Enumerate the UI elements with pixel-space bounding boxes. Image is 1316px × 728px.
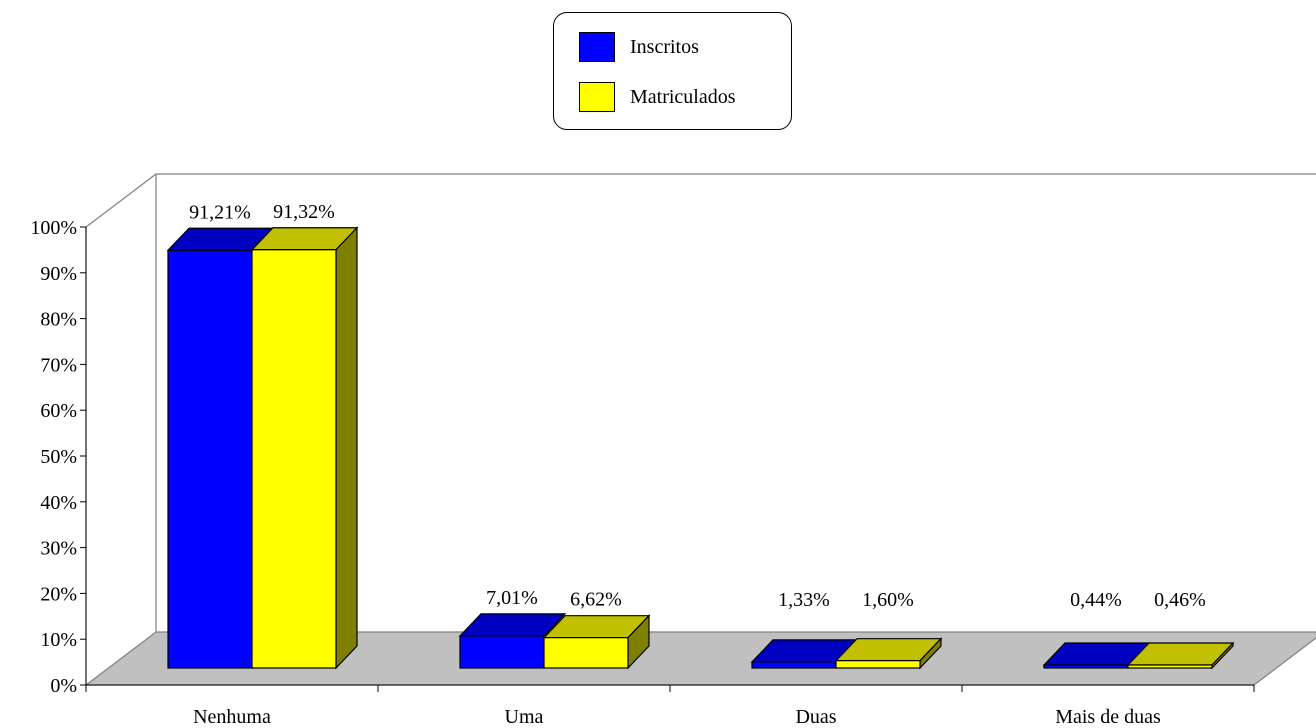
- data-label-matriculados: 6,62%: [570, 589, 622, 611]
- y-tick-label: 70%: [40, 354, 77, 376]
- data-label-matriculados: 1,60%: [862, 589, 914, 611]
- bar-matriculados: [1127, 664, 1213, 669]
- legend-item-matriculados: Matriculados: [579, 82, 736, 112]
- y-tick-label: 20%: [40, 583, 77, 605]
- bar-matriculados: [543, 637, 629, 669]
- legend-swatch-inscritos: [579, 32, 615, 62]
- y-tick-label: 100%: [30, 217, 77, 239]
- bar-inscritos: [1043, 664, 1129, 669]
- y-tick-label: 10%: [40, 629, 77, 651]
- legend-item-inscritos: Inscritos: [579, 32, 699, 62]
- x-tick-label: Nenhuma: [193, 706, 271, 728]
- legend-label-inscritos: Inscritos: [630, 35, 699, 58]
- bar-inscritos: [751, 661, 837, 669]
- y-tick-label: 0%: [50, 675, 77, 697]
- bar-matriculados: [835, 660, 921, 669]
- y-tick-label: 40%: [40, 492, 77, 514]
- data-label-inscritos: 1,33%: [778, 589, 830, 611]
- legend-swatch-matriculados: [579, 82, 615, 112]
- x-tick-label: Duas: [795, 706, 836, 728]
- data-label-inscritos: 0,44%: [1070, 589, 1122, 611]
- back-wall-top: [85, 173, 1316, 228]
- bar-matriculados-side: [335, 226, 358, 670]
- y-tick-label: 90%: [40, 263, 77, 285]
- legend: Inscritos Matriculados: [553, 12, 792, 130]
- y-tick-label: 50%: [40, 446, 77, 468]
- x-tick-label: Mais de duas: [1055, 706, 1161, 728]
- bar-inscritos: [167, 249, 253, 669]
- y-tick-label: 30%: [40, 538, 77, 560]
- data-label-inscritos: 91,21%: [189, 201, 251, 223]
- x-tick-label: Uma: [505, 706, 544, 728]
- bar-inscritos: [459, 635, 545, 669]
- y-tick-label: 80%: [40, 309, 77, 331]
- bar-matriculados: [251, 249, 337, 669]
- legend-label-matriculados: Matriculados: [630, 85, 736, 108]
- data-label-matriculados: 91,32%: [273, 201, 335, 223]
- y-tick-label: 60%: [40, 400, 77, 422]
- data-label-inscritos: 7,01%: [486, 587, 538, 609]
- data-label-matriculados: 0,46%: [1154, 589, 1206, 611]
